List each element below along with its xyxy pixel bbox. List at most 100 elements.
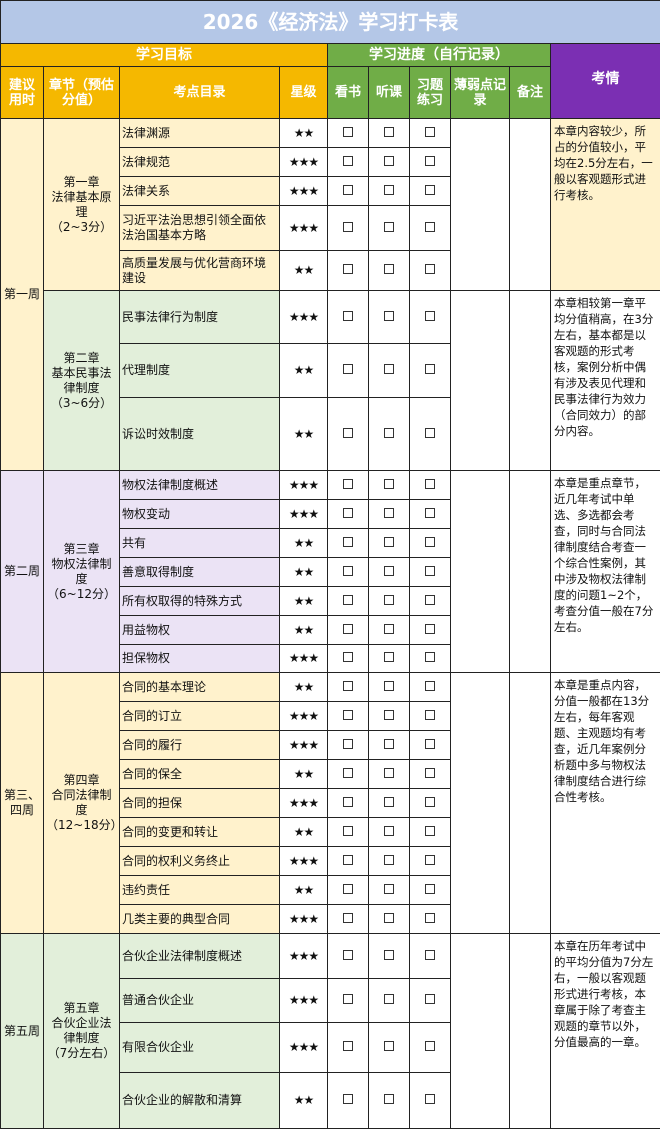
checkbox[interactable] bbox=[425, 652, 435, 662]
checkbox[interactable] bbox=[384, 768, 394, 778]
checkbox[interactable] bbox=[384, 311, 394, 321]
checkbox[interactable] bbox=[343, 508, 353, 518]
checkbox[interactable] bbox=[384, 508, 394, 518]
checkbox[interactable] bbox=[425, 797, 435, 807]
checkbox-cell bbox=[369, 206, 410, 251]
topic-row: 第二章基本民事法律制度（3~6分）民事法律行为制度★★★本章相较第一章平均分值稍… bbox=[1, 291, 660, 344]
checkbox[interactable] bbox=[343, 364, 353, 374]
checkbox[interactable] bbox=[384, 479, 394, 489]
chapter-number: 第五章 bbox=[46, 1001, 117, 1016]
checkbox-cell bbox=[328, 731, 369, 760]
checkbox[interactable] bbox=[384, 624, 394, 634]
checkbox[interactable] bbox=[425, 950, 435, 960]
topic: 高质量发展与优化营商环境建设 bbox=[120, 251, 280, 291]
checkbox[interactable] bbox=[425, 1094, 435, 1104]
checkbox[interactable] bbox=[425, 994, 435, 1004]
checkbox[interactable] bbox=[384, 652, 394, 662]
checkbox[interactable] bbox=[384, 428, 394, 438]
checkbox[interactable] bbox=[343, 826, 353, 836]
checkbox[interactable] bbox=[384, 710, 394, 720]
checkbox[interactable] bbox=[343, 768, 353, 778]
checkbox[interactable] bbox=[425, 624, 435, 634]
checkbox[interactable] bbox=[425, 156, 435, 166]
checkbox[interactable] bbox=[343, 739, 353, 749]
checkbox[interactable] bbox=[343, 595, 353, 605]
checkbox-cell bbox=[410, 344, 451, 398]
checkbox[interactable] bbox=[384, 884, 394, 894]
checkbox[interactable] bbox=[343, 127, 353, 137]
checkbox[interactable] bbox=[425, 710, 435, 720]
checkbox[interactable] bbox=[384, 364, 394, 374]
checkbox[interactable] bbox=[425, 364, 435, 374]
checkbox[interactable] bbox=[343, 185, 353, 195]
checkbox[interactable] bbox=[425, 222, 435, 232]
checkbox[interactable] bbox=[384, 537, 394, 547]
checkbox[interactable] bbox=[425, 311, 435, 321]
checkbox[interactable] bbox=[384, 264, 394, 274]
checkbox[interactable] bbox=[425, 1041, 435, 1051]
topic: 所有权取得的特殊方式 bbox=[120, 587, 280, 616]
checkbox[interactable] bbox=[343, 479, 353, 489]
checkbox[interactable] bbox=[343, 884, 353, 894]
checkbox[interactable] bbox=[425, 537, 435, 547]
checkbox[interactable] bbox=[343, 1094, 353, 1104]
checkbox[interactable] bbox=[425, 913, 435, 923]
checkbox[interactable] bbox=[343, 264, 353, 274]
checkbox[interactable] bbox=[384, 127, 394, 137]
checkbox[interactable] bbox=[343, 652, 353, 662]
checkbox[interactable] bbox=[384, 739, 394, 749]
checkbox[interactable] bbox=[343, 950, 353, 960]
checkbox-cell bbox=[328, 818, 369, 847]
checkbox[interactable] bbox=[343, 681, 353, 691]
checkbox[interactable] bbox=[343, 797, 353, 807]
checkbox[interactable] bbox=[384, 994, 394, 1004]
checkbox[interactable] bbox=[343, 222, 353, 232]
checkbox[interactable] bbox=[384, 1041, 394, 1051]
checkbox[interactable] bbox=[425, 855, 435, 865]
checkbox[interactable] bbox=[425, 739, 435, 749]
checkbox[interactable] bbox=[384, 797, 394, 807]
checkbox[interactable] bbox=[343, 1041, 353, 1051]
checkbox[interactable] bbox=[425, 428, 435, 438]
checkbox[interactable] bbox=[384, 826, 394, 836]
checkbox[interactable] bbox=[384, 1094, 394, 1104]
checkbox[interactable] bbox=[343, 537, 353, 547]
checkbox[interactable] bbox=[425, 884, 435, 894]
checkbox-cell bbox=[328, 587, 369, 616]
checkbox[interactable] bbox=[384, 595, 394, 605]
checkbox[interactable] bbox=[343, 994, 353, 1004]
checkbox[interactable] bbox=[425, 826, 435, 836]
checkbox[interactable] bbox=[343, 156, 353, 166]
checkbox[interactable] bbox=[384, 156, 394, 166]
checkbox[interactable] bbox=[384, 950, 394, 960]
checkbox[interactable] bbox=[425, 185, 435, 195]
checkbox-cell bbox=[369, 558, 410, 587]
checkbox[interactable] bbox=[425, 681, 435, 691]
checkbox-cell bbox=[328, 500, 369, 529]
checkbox[interactable] bbox=[343, 566, 353, 576]
checkbox[interactable] bbox=[343, 311, 353, 321]
checkbox[interactable] bbox=[343, 624, 353, 634]
checkbox[interactable] bbox=[425, 595, 435, 605]
stars: ★★★ bbox=[280, 731, 328, 760]
checkbox[interactable] bbox=[343, 913, 353, 923]
week: 第三、四周 bbox=[1, 673, 44, 934]
checkbox-cell bbox=[328, 529, 369, 558]
checkbox[interactable] bbox=[425, 479, 435, 489]
checkbox[interactable] bbox=[343, 855, 353, 865]
checkbox-cell bbox=[328, 979, 369, 1023]
checkbox[interactable] bbox=[425, 508, 435, 518]
checkbox[interactable] bbox=[425, 264, 435, 274]
week: 第一周 bbox=[1, 119, 44, 471]
checkbox[interactable] bbox=[425, 768, 435, 778]
checkbox[interactable] bbox=[384, 913, 394, 923]
checkbox[interactable] bbox=[425, 127, 435, 137]
checkbox[interactable] bbox=[384, 185, 394, 195]
checkbox[interactable] bbox=[343, 710, 353, 720]
checkbox[interactable] bbox=[343, 428, 353, 438]
checkbox[interactable] bbox=[384, 222, 394, 232]
checkbox[interactable] bbox=[384, 681, 394, 691]
checkbox[interactable] bbox=[384, 566, 394, 576]
checkbox[interactable] bbox=[384, 855, 394, 865]
checkbox[interactable] bbox=[425, 566, 435, 576]
